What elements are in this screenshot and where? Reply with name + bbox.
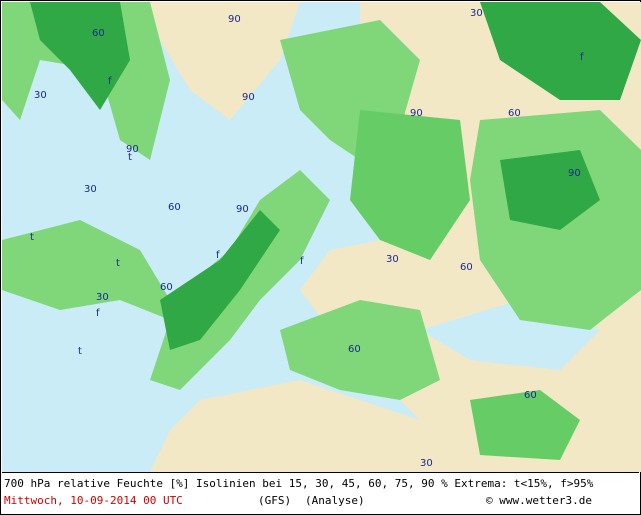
contour-label: 60 [524,390,537,401]
footer-analysis: (Analyse) [305,494,365,507]
footer-line1: 700 hPa relative Feuchte [%] Isolinien b… [4,477,594,490]
contour-label: 90 [242,92,255,103]
contour-label: 30 [34,90,47,101]
contour-label: t [116,258,120,269]
footer-credit: © www.wetter3.de [486,494,592,507]
contour-label: f [216,250,220,261]
contour-label: 30 [420,458,433,469]
contour-label: 90 [126,144,139,155]
contour-label: 90 [236,204,249,215]
contour-label: 90 [410,108,423,119]
contour-label: 60 [168,202,181,213]
greenland [150,2,300,120]
contour-label: 30 [470,8,483,19]
contour-label: f [580,52,584,63]
humid-core [160,210,280,350]
humid-core [480,2,641,100]
contour-label: 30 [386,254,399,265]
humid-area [470,390,580,460]
contour-label: t [30,232,34,243]
contour-label: 30 [84,184,97,195]
contour-label: f [300,256,304,267]
contour-label: 90 [228,14,241,25]
contour-label: f [96,308,100,319]
contour-label: t [128,152,132,163]
africa [150,380,470,472]
contour-label: 60 [460,262,473,273]
contour-label: 90 [568,168,581,179]
contour-label: 30 [96,292,109,303]
contour-label: 60 [160,282,173,293]
map-area [2,2,641,472]
contour-label: t [78,346,82,357]
contour-label: 60 [348,344,361,355]
footer-model: (GFS) [258,494,291,507]
humid-area [280,300,440,400]
humid-area [350,110,470,260]
humid-core [500,150,600,230]
humid-core [30,2,130,110]
footer-date: Mittwoch, 10-09-2014 00 UTC [4,494,183,507]
contour-label: 60 [92,28,105,39]
contour-label: f [108,76,112,87]
contour-label: 60 [508,108,521,119]
